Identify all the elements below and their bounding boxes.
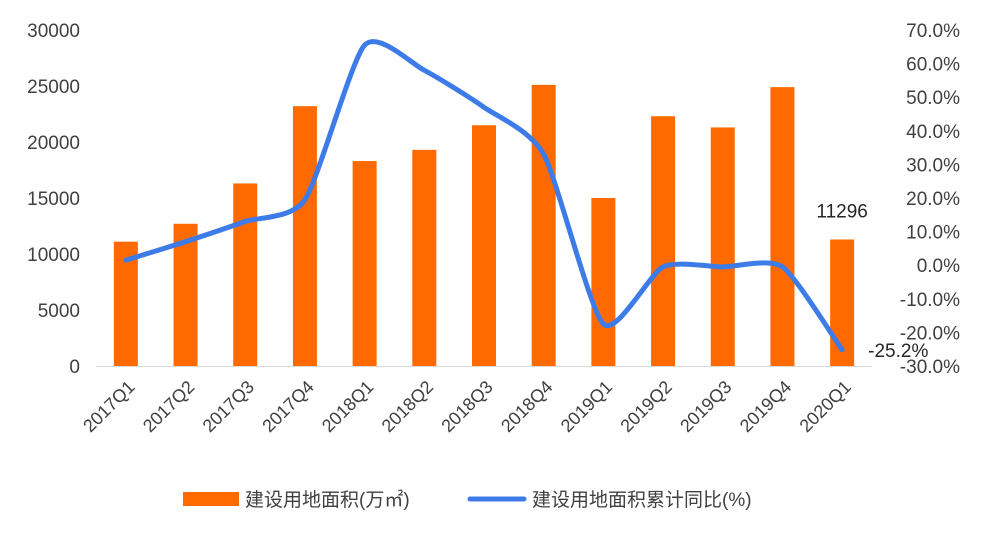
bar-series (113, 84, 855, 367)
y-left-tick-label: 20000 (27, 133, 80, 154)
legend-bar-label: 建设用地面积(万㎡) (245, 488, 410, 511)
x-tick-label: 2019Q1 (557, 377, 616, 436)
x-tick-label: 2019Q4 (736, 377, 795, 436)
x-tick-label: 2017Q2 (139, 377, 198, 436)
x-tick-label: 2019Q2 (616, 377, 675, 436)
data-labels: 11296 -25.2% (816, 201, 928, 361)
bar-2018Q4 (531, 84, 556, 366)
y-left-tick-label: 25000 (27, 77, 80, 98)
yoy-line (123, 39, 845, 353)
x-tick-label: 2017Q3 (199, 377, 258, 436)
y-right-tick-label: 0.0% (917, 256, 960, 277)
y-left-tick-label: 10000 (27, 245, 80, 266)
legend: 建设用地面积(万㎡) 建设用地面积累计同比(%) (183, 488, 752, 511)
bar-2018Q1 (352, 161, 377, 366)
bar-2020Q1 (830, 239, 855, 366)
y-left-tick-label: 5000 (38, 301, 80, 322)
x-tick-label: 2018Q3 (437, 377, 496, 436)
y-right-tick-label: 70.0% (906, 21, 960, 42)
bar-2018Q3 (472, 125, 496, 366)
x-tick-label: 2018Q2 (378, 377, 437, 436)
y-right-tick-label: -10.0% (900, 290, 960, 311)
y-right-tick-label: 40.0% (906, 122, 960, 143)
line-series (123, 39, 845, 353)
x-tick-label: 2020Q1 (796, 377, 855, 436)
y-right-tick-label: 10.0% (906, 223, 960, 244)
bar-2019Q3 (710, 127, 735, 366)
x-tick-label: 2018Q1 (318, 377, 377, 436)
y-left-tick-label: 30000 (27, 21, 80, 42)
bar-2019Q4 (770, 87, 795, 367)
y-right-tick-label: 20.0% (906, 189, 960, 210)
data-label: 11296 (816, 201, 867, 222)
bar-2018Q2 (412, 149, 437, 366)
bar-2017Q3 (233, 183, 258, 366)
y-right-tick-label: -30.0% (900, 357, 960, 378)
x-tick-label: 2017Q1 (79, 377, 138, 436)
bar-2017Q2 (173, 223, 198, 366)
x-tick-label: 2019Q3 (676, 377, 735, 436)
bar-2019Q1 (591, 198, 616, 366)
y-right-tick-label: 60.0% (906, 55, 960, 76)
y-left-tick-label: 0 (69, 357, 80, 378)
y-left-tick-label: 15000 (27, 189, 80, 210)
legend-bar-swatch (183, 492, 239, 506)
legend-line-label: 建设用地面积累计同比(%) (532, 489, 752, 511)
data-label: -25.2% (868, 341, 928, 362)
y-right-tick-label: 30.0% (906, 155, 960, 176)
bar-2019Q2 (651, 116, 676, 367)
y-right-tick-label: 50.0% (906, 88, 960, 109)
bar-2017Q4 (292, 106, 317, 366)
y-right-tick-label: -20.0% (900, 323, 960, 344)
x-tick-label: 2018Q4 (497, 377, 556, 436)
x-tick-label: 2017Q4 (258, 377, 317, 436)
